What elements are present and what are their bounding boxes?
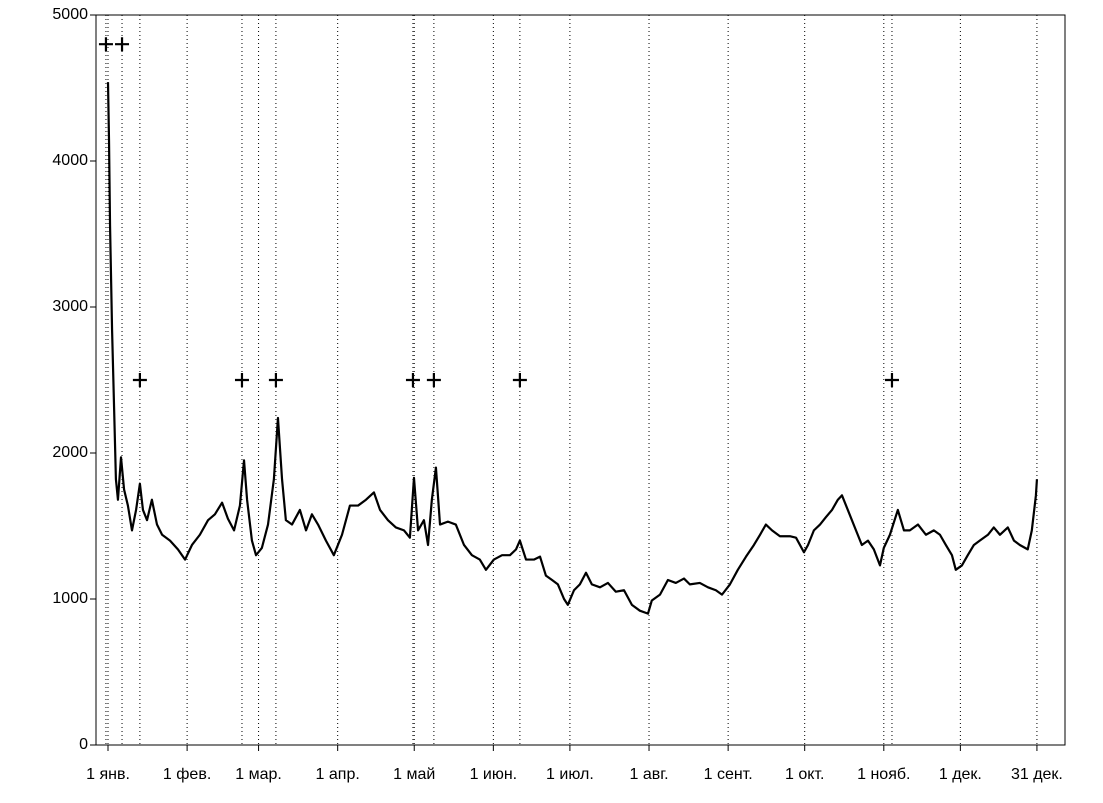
y-tick-label: 2000 — [52, 444, 88, 461]
x-tick-label: 1 сент. — [704, 766, 753, 783]
x-tick-label: 1 фев. — [163, 766, 211, 783]
event-marker — [234, 373, 249, 387]
x-tick-label: 1 май — [393, 766, 435, 783]
plot-frame — [95, 14, 1066, 746]
y-tick-label: 5000 — [52, 6, 88, 23]
x-tick-label: 1 апр. — [316, 766, 360, 783]
x-tick-label: 1 июн. — [470, 766, 518, 783]
x-tick-label: 1 авг. — [629, 766, 668, 783]
x-tick-label: 1 июл. — [546, 766, 594, 783]
x-tick-label: 31 дек. — [1011, 766, 1063, 783]
event-marker — [405, 373, 420, 387]
x-tick-label: 1 мар. — [235, 766, 282, 783]
event-marker — [98, 37, 113, 52]
event-marker — [268, 373, 283, 387]
event-marker — [426, 373, 441, 387]
event-marker — [132, 373, 147, 387]
event-marker — [115, 37, 130, 52]
x-tick-label: 1 янв. — [86, 766, 130, 783]
y-tick-label: 3000 — [52, 298, 88, 315]
event-marker — [884, 373, 899, 387]
y-tick-label: 1000 — [52, 590, 88, 607]
y-tick-label: 0 — [79, 736, 88, 753]
data-line — [106, 82, 1039, 615]
event-marker — [512, 373, 527, 387]
x-tick-label: 1 дек. — [939, 766, 982, 783]
y-tick-label: 4000 — [52, 152, 88, 169]
x-tick-label: 1 окт. — [785, 766, 824, 783]
x-tick-label: 1 нояб. — [857, 766, 910, 783]
